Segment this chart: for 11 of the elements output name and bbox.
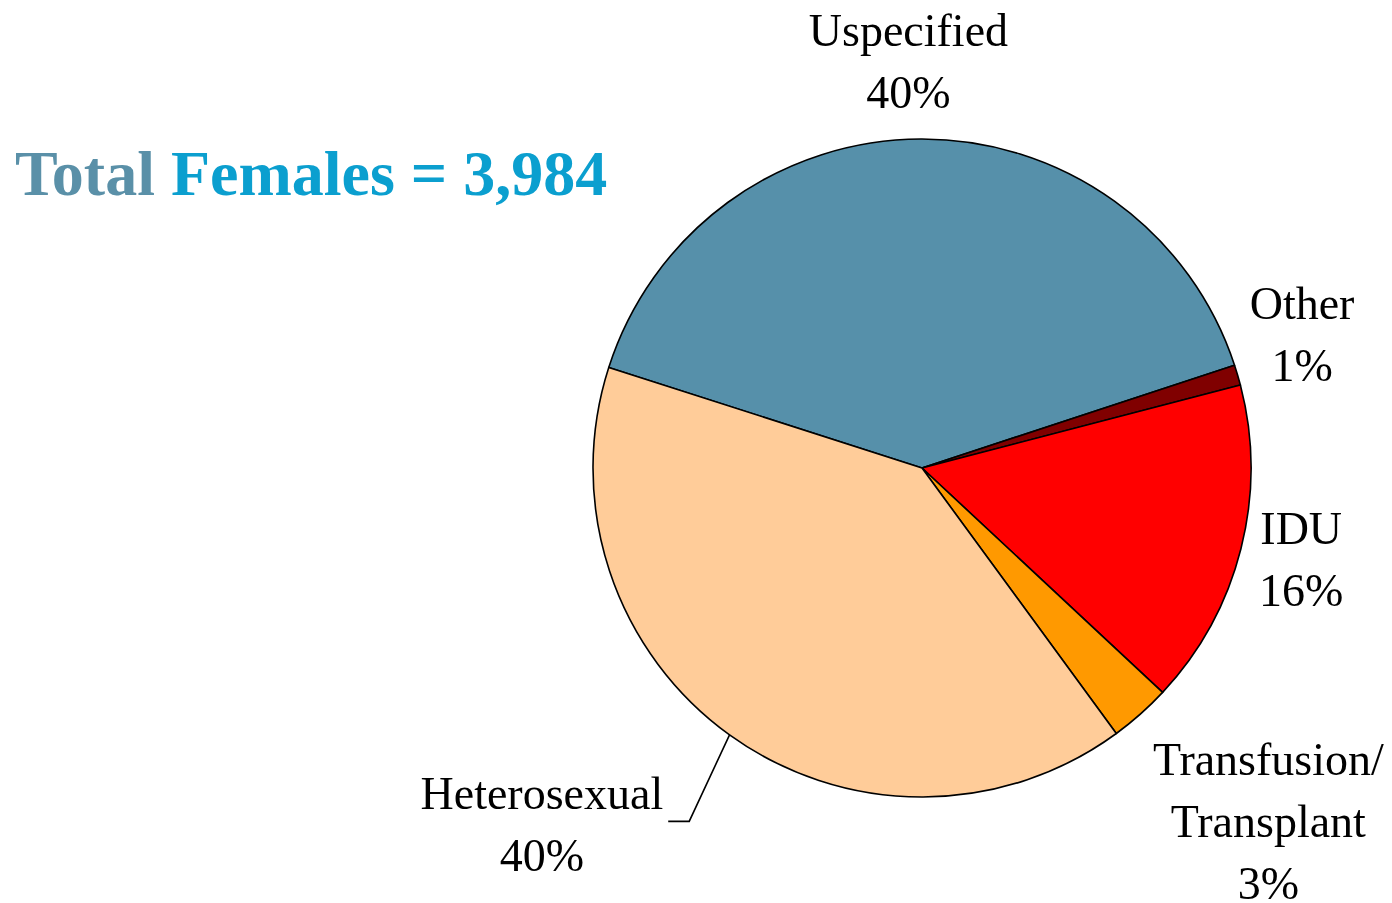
data-label: 40% <box>866 67 951 119</box>
data-label: 3% <box>1237 857 1300 903</box>
data-label: 1% <box>1271 340 1333 392</box>
slice-label: IDU <box>1260 502 1343 554</box>
slice-label: Transfusion/Transplant <box>1152 733 1385 847</box>
slice-label: Uspecified <box>808 5 1009 57</box>
slice-label: Other <box>1249 278 1355 330</box>
data-label: 40% <box>499 830 585 882</box>
slice-label: Heterosexual <box>420 768 664 820</box>
text: Total Females = 3,984 <box>15 138 608 209</box>
data-label: 16% <box>1259 564 1344 616</box>
